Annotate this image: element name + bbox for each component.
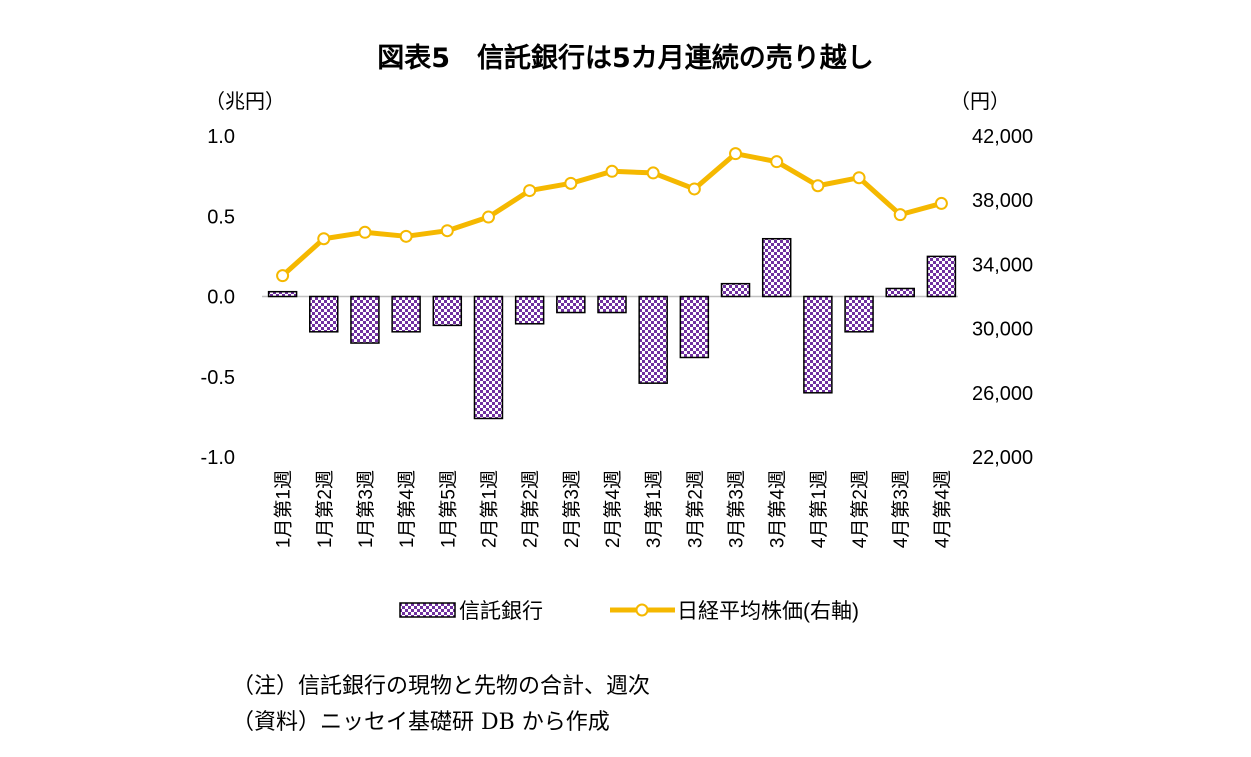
x-tick-label: 3月第4週 [767,470,789,548]
line-point [852,171,866,185]
bar [761,237,792,298]
x-tick-label: 2月第1週 [478,470,500,548]
x-tick-label: 2月第4週 [602,470,624,548]
left-tick-label: 0.0 [207,287,235,309]
legend-bar-label: 信託銀行 [459,600,543,623]
x-tick-label: 1月第4週 [396,470,418,548]
x-tick-label: 1月第2週 [314,470,336,548]
left-tick-label: -1.0 [201,447,235,469]
bar [885,287,915,298]
x-tick-label: 3月第1週 [643,470,665,548]
line-point [358,225,372,239]
x-tick-label: 1月第5週 [437,470,459,548]
bar [679,295,710,359]
line-point [523,184,537,198]
x-tick-label: 3月第3週 [726,470,748,548]
x-tick-label: 4月第4週 [931,470,953,548]
x-tick-label: 3月第2週 [684,470,706,548]
x-tick-label: 4月第2週 [849,470,871,548]
bar [391,295,421,333]
source-text: （資料）ニッセイ基礎研 DB から作成 [232,710,610,735]
line-point [729,147,743,161]
bar [844,295,874,333]
right-axis-unit: （円） [950,90,1010,113]
line-point [481,210,495,224]
note-text: （注）信託銀行の現物と先物の合計、週次 [232,674,651,699]
chart-svg: （兆円） （円） 1.0 0.5 0.0 -0.5 -1.0 42,000 38,000 34,0… [201,90,1034,623]
x-tick-label: 1月第1週 [273,470,295,548]
bar [556,295,586,314]
legend-line-marker [635,603,649,617]
line-point [811,179,825,193]
line-point [934,196,948,210]
bar [267,290,298,298]
line-point [605,164,619,178]
bar [926,255,957,298]
bar [473,295,504,420]
x-tick-label: 4月第1週 [808,470,830,548]
right-tick-label: 22,000 [972,447,1033,469]
line-point [687,182,701,196]
line-point [770,155,784,169]
line-point [399,229,413,243]
line-point [317,232,331,246]
right-tick-label: 38,000 [972,190,1033,212]
left-tick-label: 1.0 [207,126,235,148]
x-tick-label: 2月第2週 [520,470,542,548]
x-tick-label: 1月第3週 [355,470,377,548]
x-tick-label: 2月第3週 [561,470,583,548]
bar [803,295,833,394]
chart-title: 図表5 信託銀行は5カ月連続の売り越し [377,43,874,74]
right-tick-label: 26,000 [972,383,1033,405]
x-tick-label: 4月第3週 [890,470,912,548]
bar [350,295,380,344]
line-point [893,208,907,222]
right-tick-label: 42,000 [972,126,1033,148]
line-point [646,166,660,180]
legend-line-label: 日経平均株価(右軸) [677,600,859,623]
bar [309,295,339,333]
bar [432,295,463,327]
line-point [276,269,290,283]
left-tick-label: -0.5 [201,367,235,389]
line-point [440,224,454,238]
right-tick-label: 34,000 [972,254,1033,276]
bar [638,295,668,384]
line-point [564,176,578,190]
left-tick-label: 0.5 [207,206,235,228]
bar [597,295,627,314]
right-tick-label: 30,000 [972,319,1033,341]
bar [720,282,751,298]
legend-bar-swatch [399,602,456,618]
bar [514,295,545,325]
left-axis-unit: （兆円） [205,90,285,113]
